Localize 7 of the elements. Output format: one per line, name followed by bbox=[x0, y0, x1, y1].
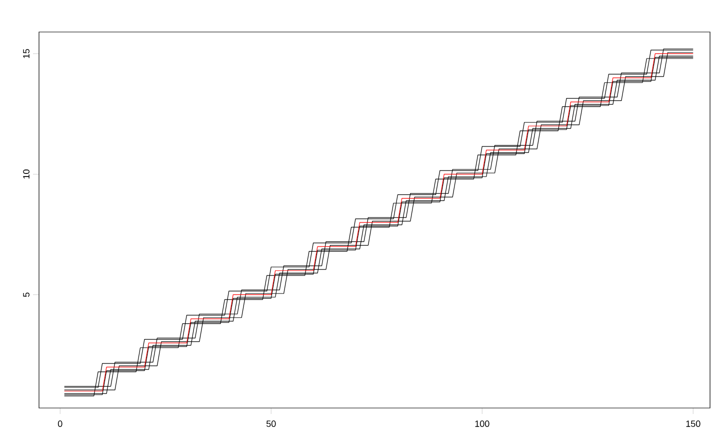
y-tick-label: 15 bbox=[23, 49, 30, 58]
x-tick-label: 100 bbox=[475, 420, 490, 427]
x-tick-label: 50 bbox=[266, 420, 276, 427]
y-tick-label: 10 bbox=[23, 170, 30, 179]
y-tick-label: 5 bbox=[23, 292, 30, 297]
x-tick-label: 150 bbox=[686, 420, 700, 427]
x-tick-label: 0 bbox=[58, 420, 62, 427]
